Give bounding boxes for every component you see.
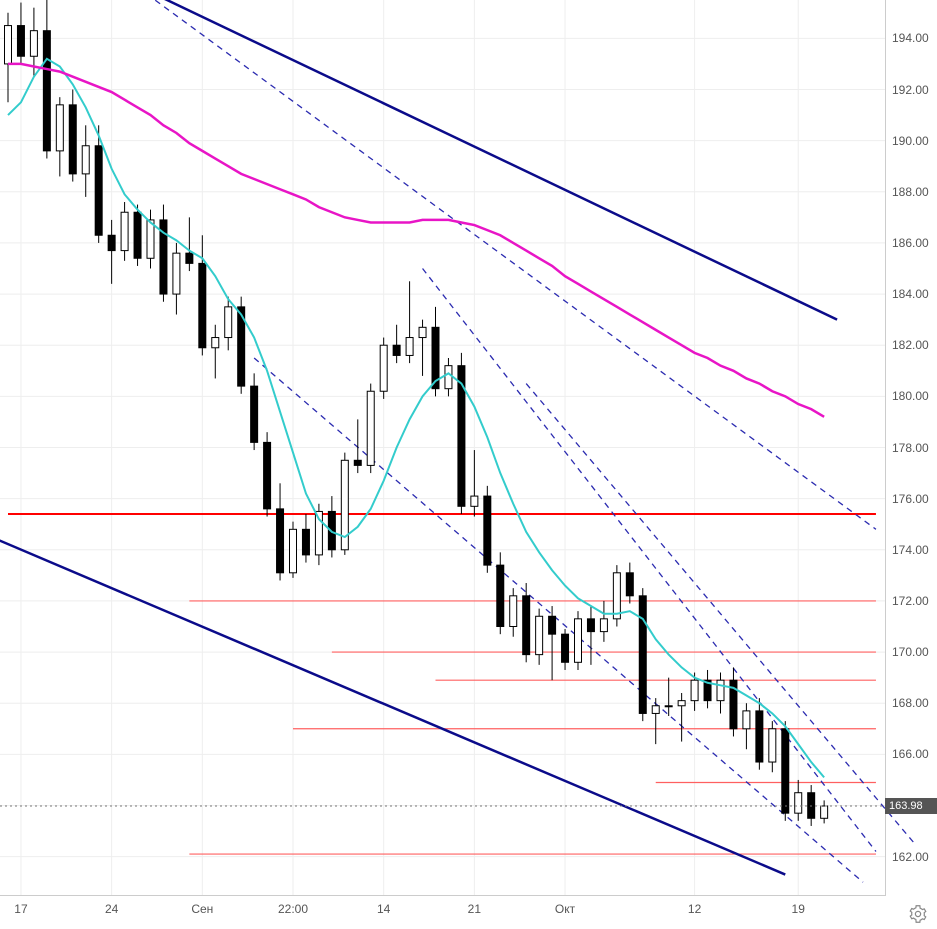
y-tick-label: 180.00 [892,389,929,403]
y-tick-label: 174.00 [892,543,929,557]
x-tick-label: 21 [468,902,481,916]
y-axis: 162.00164.00166.00168.00170.00172.00174.… [886,0,936,895]
x-tick-label: Сен [191,902,213,916]
x-tick-label: Окт [555,902,575,916]
current-price-tag: 163.98 [885,798,937,814]
x-tick-label: 14 [377,902,390,916]
x-axis: 17 24 Сен 22:00 14 21 Окт 12 19 [0,896,885,928]
y-tick-label: 188.00 [892,185,929,199]
y-tick-label: 168.00 [892,696,929,710]
settings-button[interactable] [909,905,927,923]
y-tick-label: 182.00 [892,338,929,352]
x-tick-label: 24 [105,902,118,916]
y-tick-label: 178.00 [892,441,929,455]
y-tick-label: 170.00 [892,645,929,659]
x-tick-label: 22:00 [278,902,308,916]
y-tick-label: 186.00 [892,236,929,250]
y-tick-label: 194.00 [892,31,929,45]
y-tick-label: 166.00 [892,747,929,761]
y-tick-label: 176.00 [892,492,929,506]
plot-area[interactable] [0,0,886,896]
y-tick-label: 184.00 [892,287,929,301]
chart-container: 162.00164.00166.00168.00170.00172.00174.… [0,0,937,929]
x-tick-label: 12 [688,902,701,916]
y-tick-label: 172.00 [892,594,929,608]
price-line-layer [0,0,885,895]
y-tick-label: 190.00 [892,134,929,148]
y-tick-label: 162.00 [892,850,929,864]
gear-icon [909,905,927,923]
current-price-value: 163.98 [889,800,923,812]
x-tick-label: 19 [792,902,805,916]
x-tick-label: 17 [14,902,27,916]
y-tick-label: 192.00 [892,83,929,97]
